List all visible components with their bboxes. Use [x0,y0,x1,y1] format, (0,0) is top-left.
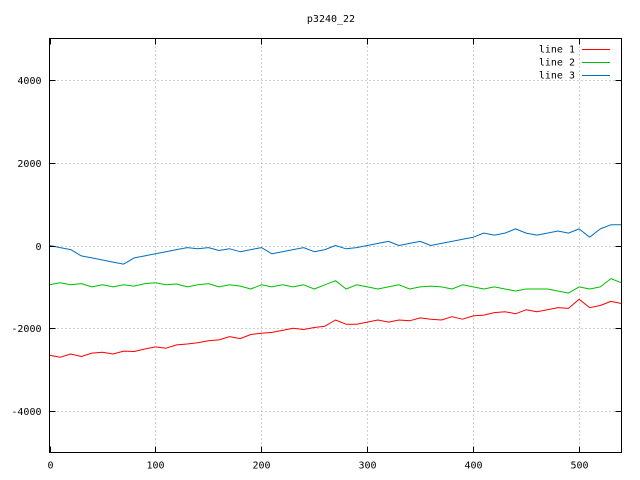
y-tick-label: 2000 [17,159,41,170]
chart-title: p3240_22 [307,14,355,25]
x-tick-label: 500 [570,461,588,472]
x-tick-label: 300 [358,461,376,472]
series-line-3 [49,224,622,265]
y-tick-label: -2000 [11,324,41,335]
legend-label-1: line 1 [539,45,575,56]
tick-labels: 0 100 200 300 400 500 -4000 -2000 0 2000 4000 [11,38,622,472]
y-tick-label: 0 [35,242,41,253]
x-tick-label: 200 [252,461,270,472]
x-tick-label: 100 [146,461,164,472]
plot-frame [49,38,622,453]
x-tick-label: 0 [47,461,53,472]
x-tick-label: 400 [464,461,482,472]
series-line-2 [49,278,622,294]
series-line-1 [49,298,622,358]
y-tick-label: -4000 [11,407,41,418]
y-tick-label: 4000 [17,76,41,87]
legend-label-2: line 2 [539,58,575,69]
legend: line 1 line 2 line 3 [539,45,610,82]
grid [49,38,622,453]
series-group [49,224,622,358]
legend-label-3: line 3 [539,71,575,82]
